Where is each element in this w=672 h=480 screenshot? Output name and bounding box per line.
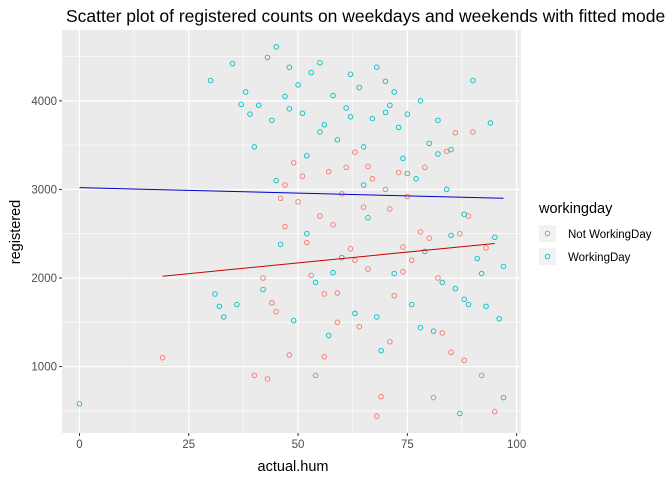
legend: workingday Not WorkingDay WorkingDay (538, 201, 652, 265)
legend-key (539, 225, 556, 242)
x-axis-ticks: 0 25 50 75 100 (76, 433, 526, 451)
legend-label: Not WorkingDay (568, 229, 652, 241)
y-axis-ticks: 1000 2000 3000 4000 (31, 96, 62, 374)
x-tick-label: 25 (182, 439, 195, 451)
y-tick-label: 3000 (31, 184, 57, 196)
x-tick-label: 75 (401, 439, 414, 451)
legend-key (539, 248, 556, 265)
x-tick-label: 50 (292, 439, 305, 451)
x-tick-label: 0 (76, 439, 82, 451)
legend-label: WorkingDay (568, 252, 631, 264)
plot-panel (62, 30, 521, 433)
chart-title: Scatter plot of registered counts on wee… (66, 6, 665, 26)
x-tick-label: 100 (507, 439, 526, 451)
y-axis-title: registered (8, 200, 24, 264)
y-tick-label: 4000 (31, 96, 57, 108)
y-tick-label: 2000 (31, 273, 57, 285)
legend-items: Not WorkingDay WorkingDay (539, 225, 652, 265)
x-axis-title: actual.hum (258, 459, 329, 475)
legend-title: workingday (538, 201, 613, 217)
y-tick-label: 1000 (31, 362, 57, 374)
